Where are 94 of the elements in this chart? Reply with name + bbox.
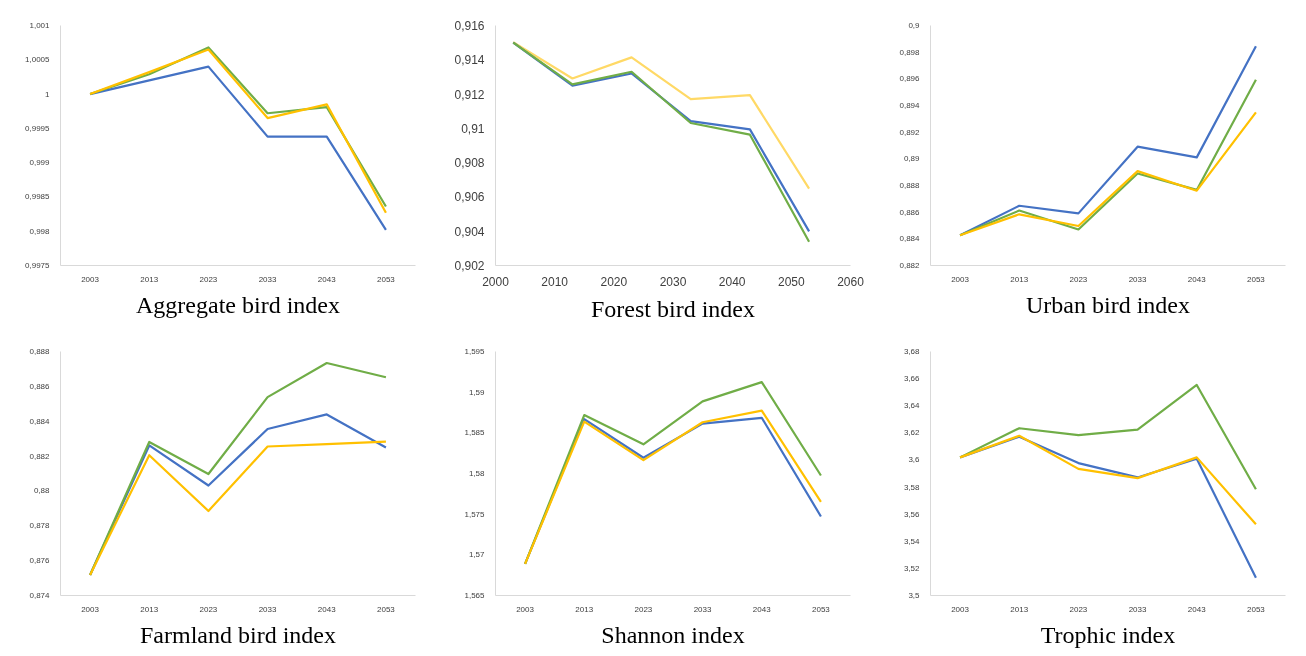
y-tick-label: 0,898 xyxy=(899,47,921,57)
x-tick-label: 2023 xyxy=(199,274,218,284)
y-tick-label: 1,585 xyxy=(464,428,486,438)
y-tick-label: 0,9995 xyxy=(25,123,51,133)
y-tick-label: 3,58 xyxy=(903,482,921,492)
y-tick-label: 1 xyxy=(45,89,51,99)
x-tick-label: 2050 xyxy=(777,274,806,289)
x-tick-label: 2023 xyxy=(199,604,218,614)
y-tick-label: 0,884 xyxy=(29,416,51,426)
y-tick-label: 0,998 xyxy=(29,226,51,236)
y-tick-label: 3,54 xyxy=(903,536,921,546)
x-tick-label: 2033 xyxy=(1128,274,1148,284)
y-tick-label: 1,595 xyxy=(464,347,486,356)
y-tick-label: 3,6 xyxy=(908,455,921,465)
y-tick-label: 0,91 xyxy=(461,121,485,136)
y-tick-label: 0,894 xyxy=(899,101,921,110)
x-tick-label: 2053 xyxy=(812,604,831,614)
x-tick-label: 2043 xyxy=(1187,274,1207,284)
y-tick-label: 0,888 xyxy=(899,181,921,190)
y-tick-label: 3,56 xyxy=(903,509,921,519)
x-tick-label: 2023 xyxy=(1069,604,1088,614)
y-tick-label: 0,88 xyxy=(33,486,51,496)
y-tick-label: 3,52 xyxy=(903,563,921,573)
y-tick-label: 0,884 xyxy=(899,234,921,244)
x-tick-label: 2003 xyxy=(81,274,100,284)
y-tick-label: 3,62 xyxy=(903,428,921,438)
y-tick-label: 0,876 xyxy=(29,556,51,566)
y-tick-label: 0,9975 xyxy=(25,261,51,270)
y-tick-label: 0,882 xyxy=(899,261,921,270)
x-tick-label: 2003 xyxy=(951,604,970,614)
x-tick-label: 2003 xyxy=(81,604,100,614)
y-tick-label: 3,5 xyxy=(908,591,921,600)
x-tick-label: 2020 xyxy=(600,274,628,289)
x-tick-label: 2013 xyxy=(1010,274,1029,284)
y-tick-label: 0,906 xyxy=(454,190,485,205)
y-tick-label: 0,9 xyxy=(908,21,921,30)
x-tick-label: 2040 xyxy=(718,274,746,289)
y-tick-label: 1,0005 xyxy=(25,55,51,65)
x-tick-label: 2000 xyxy=(482,274,510,289)
y-tick-label: 1,59 xyxy=(468,387,486,397)
y-tick-label: 0,892 xyxy=(899,127,921,137)
y-tick-label: 0,916 xyxy=(454,19,485,33)
x-tick-label: 2013 xyxy=(1010,604,1029,614)
x-tick-label: 2003 xyxy=(951,274,970,284)
y-tick-label: 1,001 xyxy=(29,21,51,30)
y-tick-label: 1,57 xyxy=(468,550,486,560)
text: Forest bird index xyxy=(591,295,755,322)
x-tick-label: 2060 xyxy=(837,274,865,289)
x-tick-label: 2013 xyxy=(140,604,159,614)
y-tick-label: 0,886 xyxy=(899,207,921,217)
y-tick-label: 3,64 xyxy=(903,401,921,411)
x-tick-label: 2043 xyxy=(752,604,772,614)
y-tick-label: 0,914 xyxy=(454,53,485,68)
x-tick-label: 2053 xyxy=(377,274,396,284)
x-tick-label: 2013 xyxy=(575,604,594,614)
x-tick-label: 2053 xyxy=(377,604,396,614)
y-tick-label: 0,908 xyxy=(454,156,485,171)
x-tick-label: 2023 xyxy=(1069,274,1088,284)
y-tick-label: 1,58 xyxy=(468,469,486,478)
y-tick-label: 0,874 xyxy=(29,591,51,600)
y-tick-label: 0,9985 xyxy=(25,192,51,202)
x-tick-label: 2023 xyxy=(634,604,653,614)
y-tick-label: 0,882 xyxy=(29,451,51,461)
x-tick-label: 2033 xyxy=(693,604,713,614)
x-tick-label: 2010 xyxy=(541,274,569,289)
x-tick-label: 2043 xyxy=(317,274,337,284)
y-tick-label: 0,896 xyxy=(899,74,921,84)
text: Trophic index xyxy=(1040,621,1176,648)
y-tick-label: 0,912 xyxy=(454,87,485,102)
x-tick-label: 2030 xyxy=(659,274,687,289)
y-tick-label: 0,904 xyxy=(454,224,485,239)
y-tick-label: 0,886 xyxy=(29,381,51,391)
y-tick-label: 3,66 xyxy=(903,374,921,384)
x-tick-label: 2053 xyxy=(1247,604,1266,614)
x-tick-label: 2053 xyxy=(1247,274,1266,284)
y-tick-label: 1,575 xyxy=(464,509,486,519)
x-tick-label: 2033 xyxy=(258,274,278,284)
y-tick-label: 0,89 xyxy=(903,154,921,164)
y-tick-label: 3,68 xyxy=(903,347,921,356)
x-tick-label: 2043 xyxy=(1187,604,1207,614)
x-tick-label: 2033 xyxy=(258,604,278,614)
x-tick-label: 2013 xyxy=(140,274,159,284)
x-tick-label: 2003 xyxy=(516,604,535,614)
text: Shannon index xyxy=(601,621,745,648)
y-tick-label: 0,888 xyxy=(29,347,51,356)
x-tick-label: 2033 xyxy=(1128,604,1148,614)
text: Farmland bird index xyxy=(140,621,336,648)
y-tick-label: 0,902 xyxy=(454,259,485,273)
text: Urban bird index xyxy=(1026,291,1190,318)
y-tick-label: 0,999 xyxy=(29,158,51,168)
y-tick-label: 0,878 xyxy=(29,521,51,531)
x-tick-label: 2043 xyxy=(317,604,337,614)
y-tick-label: 1,565 xyxy=(464,591,486,600)
text: Aggregate bird index xyxy=(136,291,340,318)
